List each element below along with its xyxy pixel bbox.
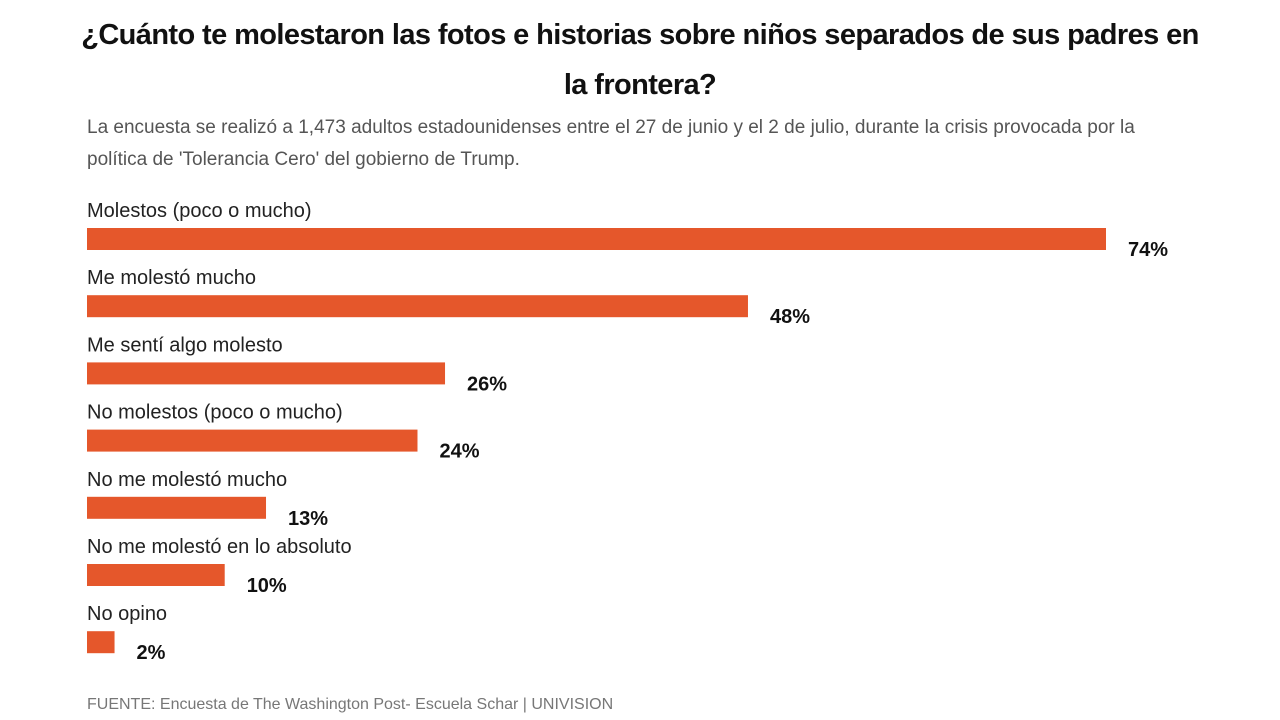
category-label: No opino (87, 603, 167, 625)
bar-row: No me molestó en lo absoluto 10% (87, 536, 352, 597)
bar (87, 362, 446, 385)
value-label: 2% (137, 642, 166, 664)
category-label: Molestos (poco o mucho) (87, 200, 312, 222)
bar (87, 496, 267, 519)
bar-row: Me sentí algo molesto 26% (87, 334, 507, 395)
bar-row: No molestos (poco o mucho) 24% (87, 402, 480, 463)
bar-row: Molestos (poco o mucho) 74% (87, 200, 1168, 261)
value-label: 74% (1128, 239, 1168, 261)
value-label: 10% (247, 575, 287, 597)
category-label: No molestos (poco o mucho) (87, 402, 343, 424)
value-label: 13% (288, 508, 328, 530)
bar-row: No opino 2% (87, 603, 167, 664)
bar (87, 429, 418, 452)
chart-title: ¿Cuánto te molestaron las fotos e histor… (81, 19, 1199, 101)
source-note: FUENTE: Encuesta de The Washington Post-… (87, 696, 614, 713)
value-label: 24% (439, 441, 479, 463)
category-label: No me molestó mucho (87, 469, 287, 491)
bar (87, 228, 1106, 250)
bar-row: Me molestó mucho 48% (87, 267, 810, 328)
bar (87, 631, 115, 654)
category-label: No me molestó en lo absoluto (87, 536, 352, 558)
category-label: Me sentí algo molesto (87, 334, 283, 356)
bar (87, 564, 225, 586)
value-label: 26% (467, 373, 507, 395)
chart-subtitle: La encuesta se realizó a 1,473 adultos e… (87, 117, 1135, 170)
value-label: 48% (770, 306, 810, 328)
category-label: Me molestó mucho (87, 267, 256, 289)
bar (87, 295, 748, 318)
